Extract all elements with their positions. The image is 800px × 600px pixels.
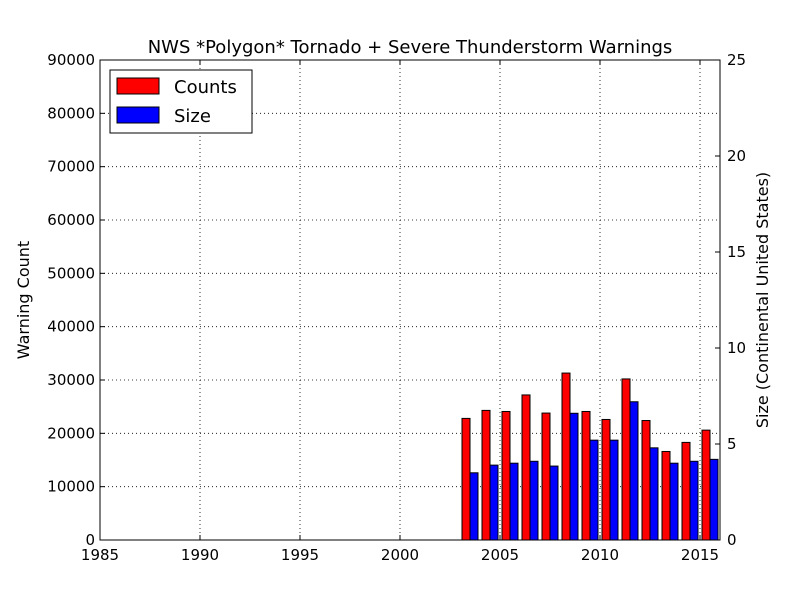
y-left-tick-label: 50000 — [47, 264, 95, 282]
y-left-tick-label: 60000 — [47, 211, 95, 229]
plot-frame — [99, 59, 721, 541]
bar-counts-2014 — [681, 441, 691, 541]
bar-size-2009 — [589, 439, 599, 541]
bar-counts-2011 — [621, 378, 631, 541]
x-tick-label: 2000 — [381, 546, 419, 564]
bar-size-2007 — [549, 465, 559, 541]
legend-swatch-size — [116, 106, 160, 124]
bar-counts-2015 — [701, 429, 711, 541]
y-left-tick-label: 40000 — [47, 318, 95, 336]
bar-counts-2009 — [581, 410, 591, 541]
chart-title: NWS *Polygon* Tornado + Severe Thunderst… — [148, 37, 673, 58]
bar-size-2010 — [609, 439, 619, 541]
bar-counts-2006 — [521, 394, 531, 541]
bar-counts-2010 — [601, 418, 611, 541]
y-right-tick-label: 10 — [727, 339, 746, 357]
bar-size-2004 — [489, 464, 499, 541]
y-right-tick-label: 25 — [727, 51, 746, 69]
ticks-layer: 1985 1990 1995 2000 2005 2010 2015010000200003… — [47, 51, 746, 564]
bar-size-2014 — [689, 460, 699, 541]
bar-size-2005 — [509, 462, 519, 541]
bar-size-2008 — [569, 412, 579, 541]
bar-counts-2005 — [501, 410, 511, 541]
y-left-tick-label: 10000 — [47, 478, 95, 496]
bar-counts-2004 — [481, 409, 491, 541]
legend: Counts Size — [109, 69, 253, 134]
bar-counts-2013 — [661, 450, 671, 541]
y-right-tick-label: 20 — [727, 147, 746, 165]
bar-counts-2007 — [541, 412, 551, 541]
y-left-tick-label: 20000 — [47, 424, 95, 442]
y-left-tick-label: 70000 — [47, 158, 95, 176]
bars-layer — [461, 372, 719, 541]
bar-counts-2012 — [641, 420, 651, 541]
legend-label-size: Size — [174, 106, 211, 127]
x-tick-label: 1990 — [181, 546, 219, 564]
y-left-axis-label: Warning Count — [14, 241, 33, 359]
y-right-tick-label: 0 — [727, 531, 737, 549]
bar-size-2013 — [669, 462, 679, 541]
y-right-axis-label: Size (Continental United States) — [753, 172, 772, 428]
x-tick-label: 2015 — [681, 546, 719, 564]
y-right-tick-label: 5 — [727, 435, 737, 453]
bar-counts-2008 — [561, 372, 571, 541]
y-left-tick-label: 30000 — [47, 371, 95, 389]
x-tick-label: 2005 — [481, 546, 519, 564]
legend-swatch-counts — [116, 77, 160, 95]
legend-label-counts: Counts — [174, 77, 237, 98]
y-right-tick-label: 15 — [727, 243, 746, 261]
bar-size-2012 — [649, 447, 659, 541]
bar-size-2003 — [469, 472, 479, 541]
y-left-tick-label: 80000 — [47, 104, 95, 122]
x-tick-label: 1995 — [281, 546, 319, 564]
x-tick-label: 1985 — [81, 546, 119, 564]
bar-counts-2003 — [461, 417, 471, 541]
x-tick-label: 2010 — [581, 546, 619, 564]
bar-size-2006 — [529, 460, 539, 541]
y-left-tick-label: 0 — [85, 531, 95, 549]
bar-size-2015 — [709, 458, 719, 541]
bar-size-2011 — [629, 401, 639, 541]
y-left-tick-label: 90000 — [47, 51, 95, 69]
